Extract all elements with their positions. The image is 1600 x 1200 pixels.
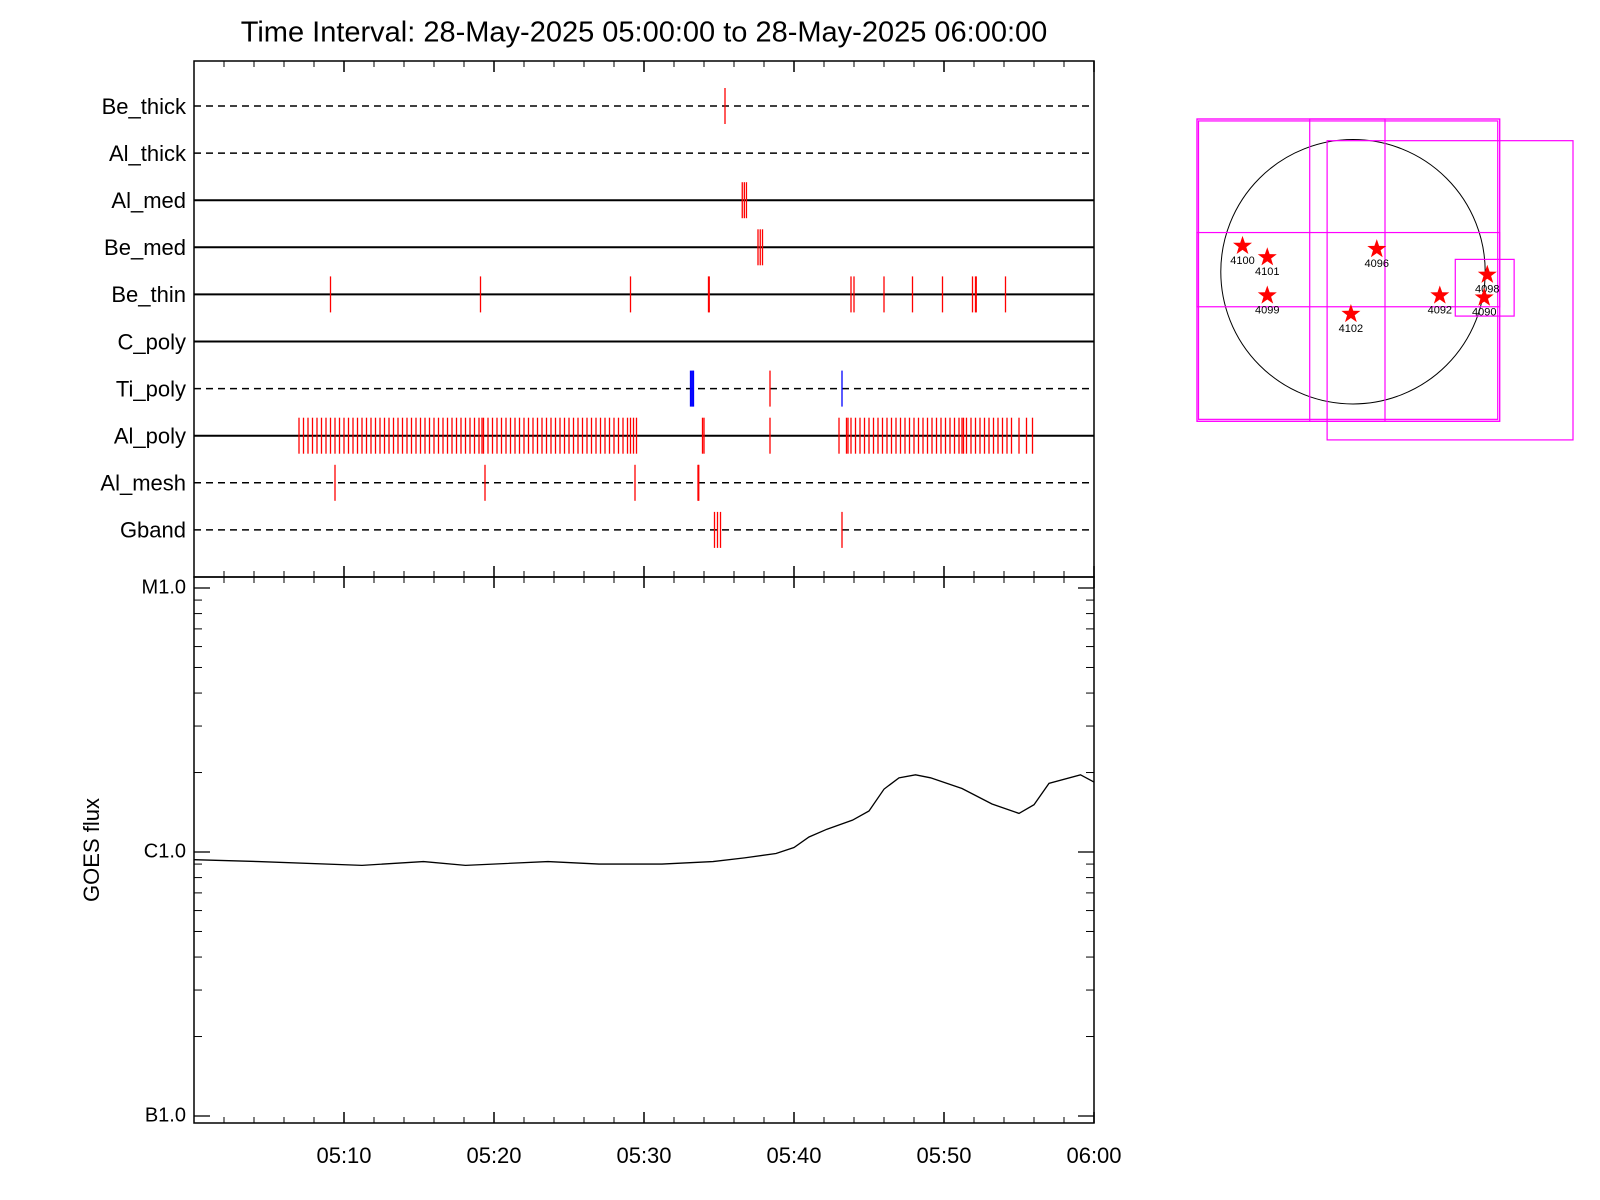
channel-label: Be_med: [104, 235, 186, 260]
region-star: [1233, 235, 1252, 254]
channel-label: Al_thick: [109, 141, 187, 166]
y-axis-label: GOES flux: [79, 798, 104, 902]
region-star: [1367, 239, 1387, 258]
region-label: 4102: [1339, 323, 1363, 335]
x-tick-label: 05:40: [766, 1143, 821, 1168]
region-star: [1257, 285, 1277, 304]
region-label: 4092: [1428, 304, 1452, 316]
region-label: 4090: [1472, 307, 1496, 319]
channel-label: Be_thick: [102, 94, 187, 119]
region-star: [1474, 287, 1494, 306]
region-label: 4100: [1230, 255, 1254, 267]
region-star: [1430, 285, 1450, 304]
y-tick-label: M1.0: [142, 576, 186, 598]
goes-frame: [193, 576, 1095, 1124]
region-label: 4101: [1255, 266, 1279, 278]
pointing-box: [1326, 140, 1574, 441]
pointing-box: [1196, 118, 1501, 422]
region-star: [1477, 264, 1497, 283]
x-tick-label: 05:50: [916, 1143, 971, 1168]
channel-label: Al_med: [111, 188, 186, 213]
chart-title: Time Interval: 28-May-2025 05:00:00 to 2…: [241, 17, 1048, 49]
y-tick-label: C1.0: [144, 840, 186, 862]
goes-flux-line: [193, 774, 1095, 867]
region-star: [1341, 304, 1361, 323]
region-star: [1257, 247, 1277, 266]
pointing-box: [1196, 231, 1501, 308]
region-label: 4098: [1475, 284, 1499, 296]
y-tick-label: B1.0: [145, 1104, 186, 1126]
pointing-box: [1309, 118, 1501, 422]
pointing-box: [1197, 120, 1499, 420]
timeline-frame: [193, 60, 1095, 578]
pointing-box: [1196, 118, 1386, 422]
region-label: 4096: [1365, 258, 1389, 270]
x-tick-label: 05:30: [616, 1143, 671, 1168]
channel-label: Be_thin: [111, 282, 186, 307]
channel-label: Gband: [120, 518, 186, 543]
channel-label: C_poly: [118, 329, 186, 354]
pointing-box: [1454, 258, 1515, 317]
x-tick-label: 06:00: [1066, 1143, 1121, 1168]
channel-label: Ti_poly: [116, 376, 186, 401]
region-label: 4099: [1255, 304, 1279, 316]
x-tick-label: 05:20: [466, 1143, 521, 1168]
channel-label: Al_mesh: [100, 471, 186, 496]
channel-label: Al_poly: [114, 424, 186, 449]
x-tick-label: 05:10: [316, 1143, 371, 1168]
